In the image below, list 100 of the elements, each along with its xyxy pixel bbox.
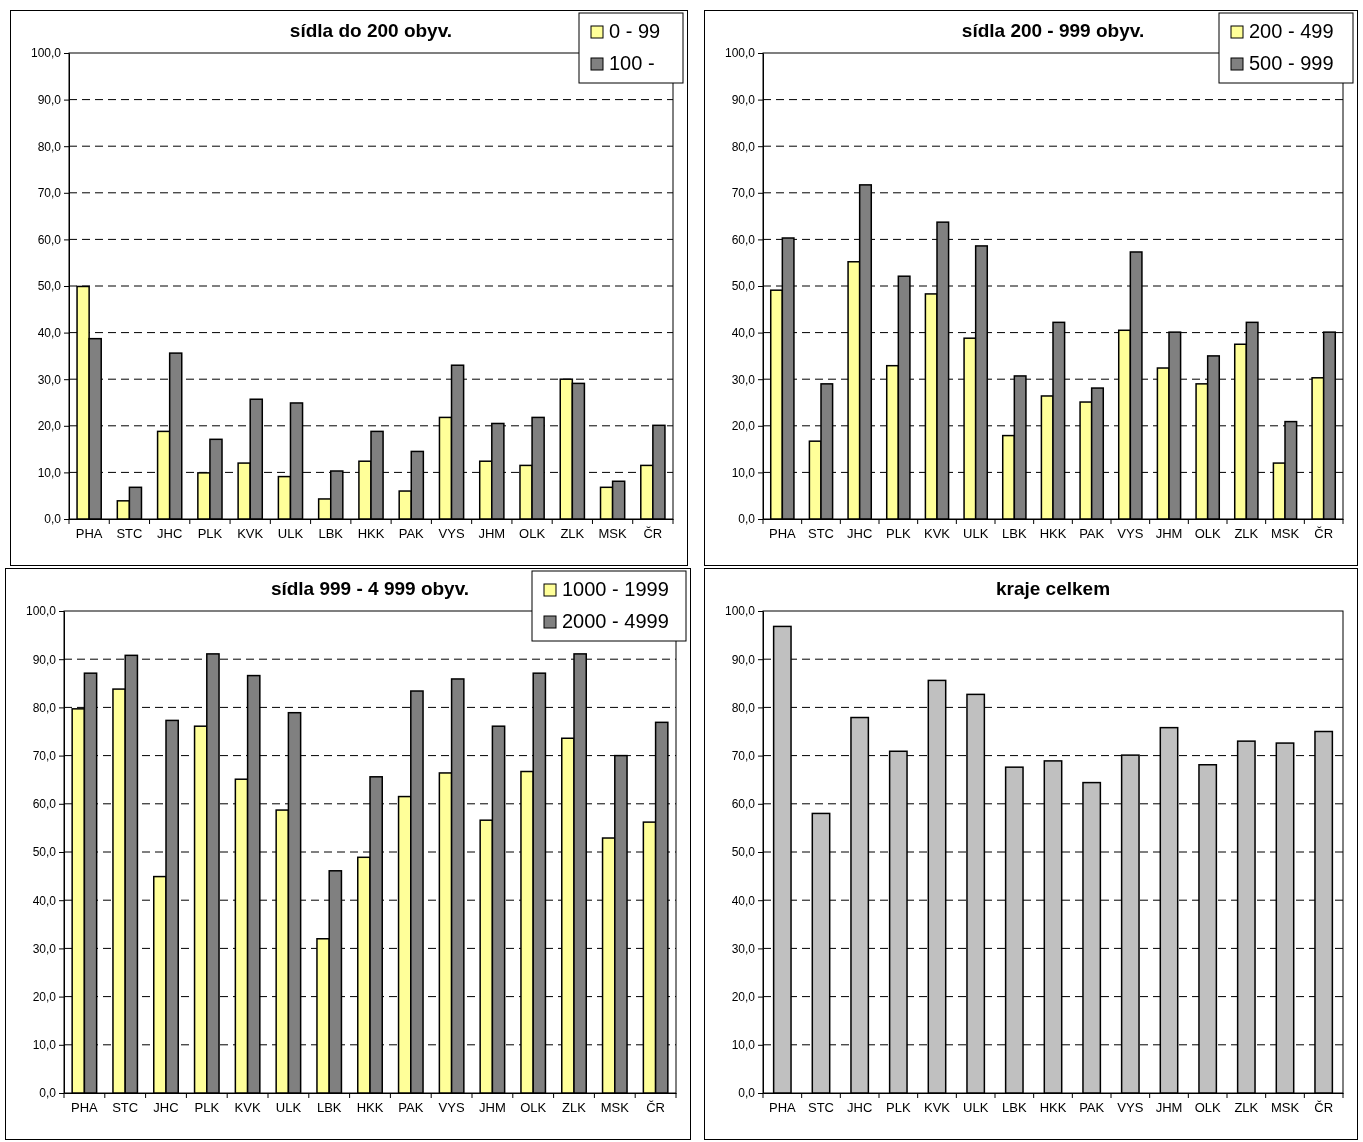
- x-tick-label: PLK: [886, 1100, 911, 1116]
- y-tick-label: 0,0: [738, 512, 756, 527]
- y-tick-label: 20,0: [731, 419, 756, 434]
- x-tick-label: PHA: [768, 526, 797, 542]
- y-tick-label: 100,0: [30, 46, 62, 61]
- x-tick-label: OLK: [1194, 1100, 1221, 1116]
- y-tick-label: 40,0: [731, 893, 756, 908]
- y-tick-label: 40,0: [731, 325, 756, 340]
- x-tick-label: PHA: [768, 1100, 797, 1116]
- y-tick-label: 70,0: [731, 748, 756, 763]
- x-tick-label: JHC: [157, 526, 183, 542]
- x-tick-label: HKK: [1039, 1100, 1067, 1116]
- x-tick-label: ZLK: [560, 526, 585, 542]
- y-tick-label: 60,0: [32, 797, 57, 812]
- x-tick-label: KVK: [923, 526, 951, 542]
- x-tick-label: PLK: [197, 526, 223, 542]
- y-tick-label: 80,0: [731, 700, 756, 715]
- y-tick-label: 0,0: [44, 512, 62, 527]
- x-tick-label: PLK: [194, 1100, 220, 1116]
- x-tick-label: STC: [808, 526, 834, 542]
- y-tick-label: 50,0: [32, 845, 57, 860]
- x-tick-label: OLK: [519, 526, 546, 542]
- x-tick-label: VYS: [438, 1100, 465, 1116]
- x-tick-label: KVK: [237, 526, 264, 542]
- y-tick-label: 100,0: [25, 604, 57, 619]
- legend-label: 100 -: [609, 52, 655, 74]
- x-tick-label: VYS: [438, 526, 465, 542]
- x-tick-label: ČR: [1314, 526, 1334, 542]
- x-tick-label: STC: [808, 1100, 834, 1116]
- y-tick-label: 70,0: [32, 748, 57, 763]
- y-tick-label: 0,0: [738, 1086, 756, 1101]
- y-tick-label: 10,0: [731, 465, 756, 480]
- x-tick-label: ZLK: [562, 1100, 587, 1116]
- x-tick-label: JHM: [1155, 1100, 1183, 1116]
- y-tick-label: 40,0: [37, 325, 62, 340]
- y-tick-label: 60,0: [731, 797, 756, 812]
- x-tick-label: PHA: [75, 526, 103, 542]
- x-tick-label: ČR: [643, 526, 663, 542]
- y-tick-label: 30,0: [37, 372, 62, 387]
- y-tick-label: 30,0: [731, 372, 756, 387]
- x-tick-label: LBK: [318, 526, 344, 542]
- x-tick-label: ULK: [963, 526, 989, 542]
- x-tick-label: ZLK: [1234, 1100, 1259, 1116]
- y-tick-label: 100,0: [724, 604, 756, 619]
- y-tick-label: 60,0: [37, 232, 62, 247]
- x-tick-label: JHC: [847, 1100, 873, 1116]
- y-tick-label: 30,0: [731, 941, 756, 956]
- x-tick-label: PAK: [398, 526, 425, 542]
- x-tick-label: VYS: [1117, 526, 1144, 542]
- x-tick-label: ČR: [646, 1100, 665, 1116]
- y-tick-label: 70,0: [731, 186, 756, 201]
- x-tick-label: JHM: [1155, 526, 1183, 542]
- x-tick-label: STC: [116, 526, 143, 542]
- y-tick-label: 80,0: [32, 700, 57, 715]
- x-tick-label: LBK: [1002, 1100, 1027, 1116]
- x-tick-label: VYS: [1117, 1100, 1144, 1116]
- y-tick-label: 40,0: [32, 893, 57, 908]
- x-tick-label: ULK: [963, 1100, 989, 1116]
- legend-label: 200 - 499: [1249, 20, 1334, 42]
- chart-title: kraje celkem: [995, 578, 1111, 599]
- x-tick-label: ČR: [1314, 1100, 1334, 1116]
- y-tick-label: 90,0: [37, 92, 62, 107]
- y-tick-label: 20,0: [37, 419, 62, 434]
- y-tick-label: 50,0: [37, 279, 62, 294]
- y-tick-label: 10,0: [32, 1038, 57, 1053]
- x-tick-label: HKK: [1039, 526, 1067, 542]
- y-tick-label: 0,0: [39, 1086, 57, 1101]
- y-tick-label: 100,0: [724, 46, 756, 61]
- y-tick-label: 30,0: [32, 941, 57, 956]
- x-tick-label: JHM: [478, 526, 506, 542]
- chart-title: sídla 200 - 999 obyv.: [961, 20, 1145, 41]
- x-tick-label: JHC: [153, 1100, 179, 1116]
- y-tick-label: 20,0: [731, 989, 756, 1004]
- x-tick-label: ULK: [275, 1100, 302, 1116]
- x-tick-label: KVK: [923, 1100, 951, 1116]
- x-tick-label: OLK: [520, 1100, 547, 1116]
- legend-label: 2000 - 4999: [562, 610, 669, 632]
- x-tick-label: PAK: [1079, 526, 1105, 542]
- x-tick-label: PHA: [71, 1100, 99, 1116]
- y-tick-label: 80,0: [731, 139, 756, 154]
- x-tick-label: PAK: [1079, 1100, 1105, 1116]
- y-tick-label: 80,0: [37, 139, 62, 154]
- legend-label: 500 - 999: [1249, 52, 1334, 74]
- y-tick-label: 70,0: [37, 186, 62, 201]
- y-tick-label: 90,0: [32, 652, 57, 667]
- x-tick-label: HKK: [357, 526, 385, 542]
- x-tick-label: KVK: [234, 1100, 261, 1116]
- x-tick-label: JHC: [847, 526, 873, 542]
- x-tick-label: PAK: [398, 1100, 424, 1116]
- y-tick-label: 90,0: [731, 92, 756, 107]
- x-tick-label: MSK: [1270, 526, 1300, 542]
- legend-label: 0 - 99: [609, 20, 661, 42]
- x-tick-label: LBK: [1002, 526, 1027, 542]
- x-tick-label: MSK: [600, 1100, 630, 1116]
- x-tick-label: LBK: [316, 1100, 342, 1116]
- y-tick-label: 60,0: [731, 232, 756, 247]
- x-tick-label: ULK: [277, 526, 304, 542]
- y-tick-label: 50,0: [731, 279, 756, 294]
- y-tick-label: 10,0: [37, 465, 62, 480]
- x-tick-label: PLK: [886, 526, 911, 542]
